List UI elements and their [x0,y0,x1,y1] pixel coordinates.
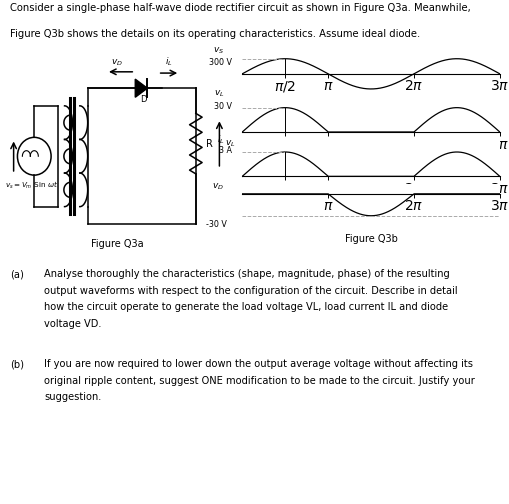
Text: how the circuit operate to generate the load voltage VL, load current IL and dio: how the circuit operate to generate the … [44,302,448,312]
Polygon shape [135,79,147,97]
Text: $\omega t$: $\omega t$ [507,127,509,138]
Text: $\omega t$: $\omega t$ [507,171,509,182]
Text: voltage VD.: voltage VD. [44,319,102,329]
Text: $v_L$: $v_L$ [213,89,224,99]
Text: D: D [139,95,146,104]
Text: $v_s = V_m\ \mathrm{Sin}\ \omega t$: $v_s = V_m\ \mathrm{Sin}\ \omega t$ [5,180,58,191]
Text: $i_L$: $i_L$ [165,55,173,68]
Text: Figure Q3b shows the details on its operating characteristics. Assume ideal diod: Figure Q3b shows the details on its oper… [10,29,419,39]
Text: $i_L$: $i_L$ [216,134,224,146]
Text: Figure Q3b: Figure Q3b [344,234,397,244]
Text: If you are now required to lower down the output average voltage without affecti: If you are now required to lower down th… [44,359,472,369]
Text: suggestion.: suggestion. [44,392,102,402]
Text: $v_L$: $v_L$ [224,139,235,149]
Text: 3 A: 3 A [218,146,232,155]
Text: 30 V: 30 V [214,102,232,111]
Text: (a): (a) [10,269,24,279]
Text: original ripple content, suggest ONE modification to be made to the circuit. Jus: original ripple content, suggest ONE mod… [44,376,474,386]
Text: Consider a single-phase half-wave diode rectifier circuit as shown in Figure Q3a: Consider a single-phase half-wave diode … [10,3,470,13]
Text: $v_D$: $v_D$ [111,57,123,68]
Text: $\omega t$: $\omega t$ [507,188,509,199]
Text: $\omega t$: $\omega t$ [507,69,509,79]
Text: Analyse thoroughly the characteristics (shape, magnitude, phase) of the resultin: Analyse thoroughly the characteristics (… [44,269,449,279]
Text: 300 V: 300 V [209,58,232,67]
Text: -30 V: -30 V [206,220,227,229]
Text: $v_D$: $v_D$ [212,182,224,192]
Text: R: R [206,139,212,149]
Text: $v_S$: $v_S$ [213,45,224,55]
Text: (b): (b) [10,359,24,369]
Text: Figure Q3a: Figure Q3a [91,239,144,249]
Text: output waveforms with respect to the configuration of the circuit. Describe in d: output waveforms with respect to the con… [44,286,457,296]
